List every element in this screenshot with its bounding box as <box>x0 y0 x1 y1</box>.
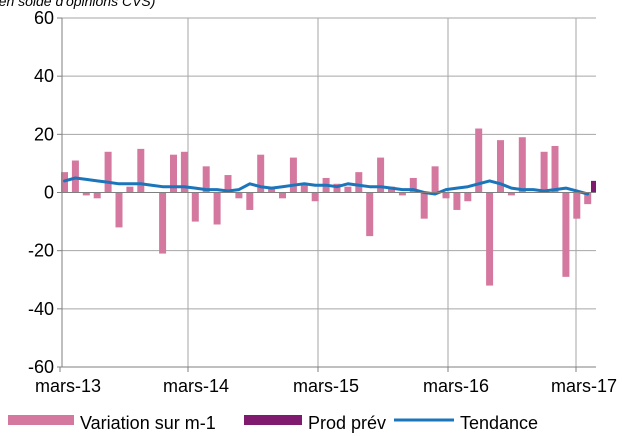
y-tick-label: -40 <box>28 299 54 319</box>
legend-swatch-variation <box>8 415 74 425</box>
bar-variation <box>279 192 286 199</box>
bar-variation <box>180 151 188 193</box>
bar-variation <box>235 192 243 199</box>
bar-variation <box>115 192 123 228</box>
y-tick-label: 60 <box>34 8 54 28</box>
bar-variation <box>409 177 417 193</box>
bar-variation <box>300 183 308 193</box>
bar-variation <box>475 128 483 193</box>
axes <box>57 17 596 372</box>
bar-variation <box>398 192 406 196</box>
bar-variation <box>442 192 450 199</box>
legend-label-prod-prev: Prod prév <box>308 413 386 433</box>
bar-variation <box>311 192 319 202</box>
bar-variation <box>355 172 363 193</box>
bar-variation <box>104 151 112 193</box>
x-tick-label: mars-17 <box>551 376 617 396</box>
trend-line <box>63 176 590 196</box>
bar-variation <box>497 140 504 193</box>
y-tick-label: 20 <box>34 124 54 144</box>
bar-variation <box>507 192 515 196</box>
bar-variation <box>137 148 145 193</box>
bar-variation <box>573 192 581 219</box>
x-tick-label: mars-16 <box>423 376 489 396</box>
bar-variation <box>246 192 254 210</box>
x-tick-label: mars-13 <box>35 376 101 396</box>
bar-variation <box>377 157 385 193</box>
bar-variation <box>213 192 221 225</box>
legend-label-tendance: Tendance <box>460 413 538 433</box>
bar-variation <box>540 151 548 193</box>
bar-variation <box>584 192 592 205</box>
bar-variation <box>486 192 494 286</box>
chart-subtitle: (en solde d'opinions CVS) <box>0 0 155 9</box>
legend-label-variation: Variation sur m-1 <box>80 413 216 433</box>
bar-variation <box>420 192 428 219</box>
bar-variation <box>562 192 570 277</box>
bar-variation <box>551 145 559 193</box>
line-tendance <box>63 176 590 196</box>
bar-variation <box>159 192 167 254</box>
bar-variation <box>344 186 352 193</box>
bar-variation <box>518 137 526 193</box>
x-tick-label: mars-15 <box>293 376 359 396</box>
bar-variation <box>191 192 199 222</box>
bar-variation <box>170 154 177 193</box>
bar-variation <box>464 192 472 202</box>
bar-variation <box>93 192 101 199</box>
legend-swatch-prod-prev <box>244 415 302 425</box>
y-tick-labels: 60 40 20 0 -20 -40 -60 <box>28 8 54 377</box>
bar-variation <box>289 157 297 193</box>
bar-variation <box>431 166 439 193</box>
bar-variation <box>224 175 232 193</box>
bars <box>61 128 596 286</box>
y-tick-label: -60 <box>28 357 54 377</box>
y-tick-label: 40 <box>34 66 54 86</box>
bar-variation <box>453 192 461 210</box>
bar-variation <box>82 192 90 196</box>
bar-prod-prev <box>591 180 596 193</box>
y-tick-label: -20 <box>28 241 54 261</box>
bar-variation <box>257 154 265 193</box>
legend: Variation sur m-1 Prod prév Tendance <box>8 413 538 433</box>
bar-variation <box>126 186 134 193</box>
x-tick-labels: mars-13 mars-14 mars-15 mars-16 mars-17 <box>35 376 617 396</box>
bar-variation <box>202 166 210 193</box>
y-tick-label: 0 <box>44 183 54 203</box>
bar-variation <box>366 192 374 237</box>
x-tick-label: mars-14 <box>163 376 229 396</box>
